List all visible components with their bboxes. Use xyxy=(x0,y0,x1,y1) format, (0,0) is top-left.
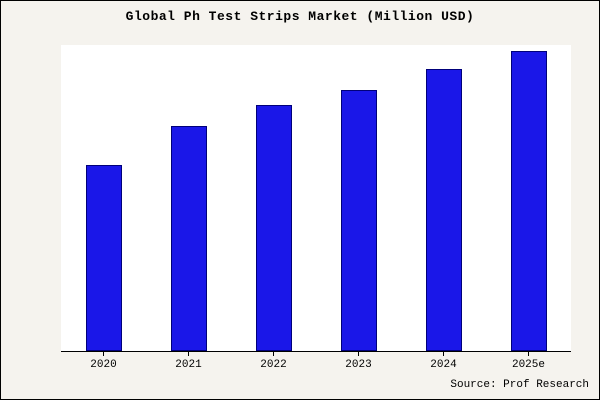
x-tick-label-2025e: 2025e xyxy=(511,359,545,371)
bar-2021 xyxy=(170,126,207,351)
chart-title: Global Ph Test Strips Market (Million US… xyxy=(125,9,475,24)
tick-mark xyxy=(273,352,274,356)
bar-2023 xyxy=(340,90,377,351)
tick-mark xyxy=(103,352,104,356)
x-tick-label-2020: 2020 xyxy=(90,359,117,371)
x-axis: 2020 2021 2022 2023 2024 2025e xyxy=(61,352,571,371)
bar-slot xyxy=(401,45,486,351)
x-label-slot: 2023 xyxy=(316,352,401,371)
tick-mark xyxy=(188,352,189,356)
bar-slot xyxy=(316,45,401,351)
tick-mark xyxy=(358,352,359,356)
bar-2025e xyxy=(510,51,547,351)
x-label-slot: 2025e xyxy=(486,352,571,371)
x-label-slot: 2022 xyxy=(231,352,316,371)
bar-2020 xyxy=(85,165,122,351)
x-label-slot: 2020 xyxy=(61,352,146,371)
x-tick-label-2022: 2022 xyxy=(260,359,287,371)
x-label-slot: 2024 xyxy=(401,352,486,371)
bar-2022 xyxy=(255,105,292,351)
bar-slot xyxy=(61,45,146,351)
tick-mark xyxy=(443,352,444,356)
tick-mark xyxy=(528,352,529,356)
plot-area xyxy=(61,45,571,352)
x-tick-label-2021: 2021 xyxy=(175,359,202,371)
x-tick-label-2023: 2023 xyxy=(345,359,372,371)
x-label-slot: 2021 xyxy=(146,352,231,371)
bar-slot xyxy=(146,45,231,351)
x-tick-label-2024: 2024 xyxy=(430,359,457,371)
bar-slot xyxy=(231,45,316,351)
bar-slot xyxy=(486,45,571,351)
source-note: Source: Prof Research xyxy=(450,379,589,391)
bar-2024 xyxy=(425,69,462,351)
